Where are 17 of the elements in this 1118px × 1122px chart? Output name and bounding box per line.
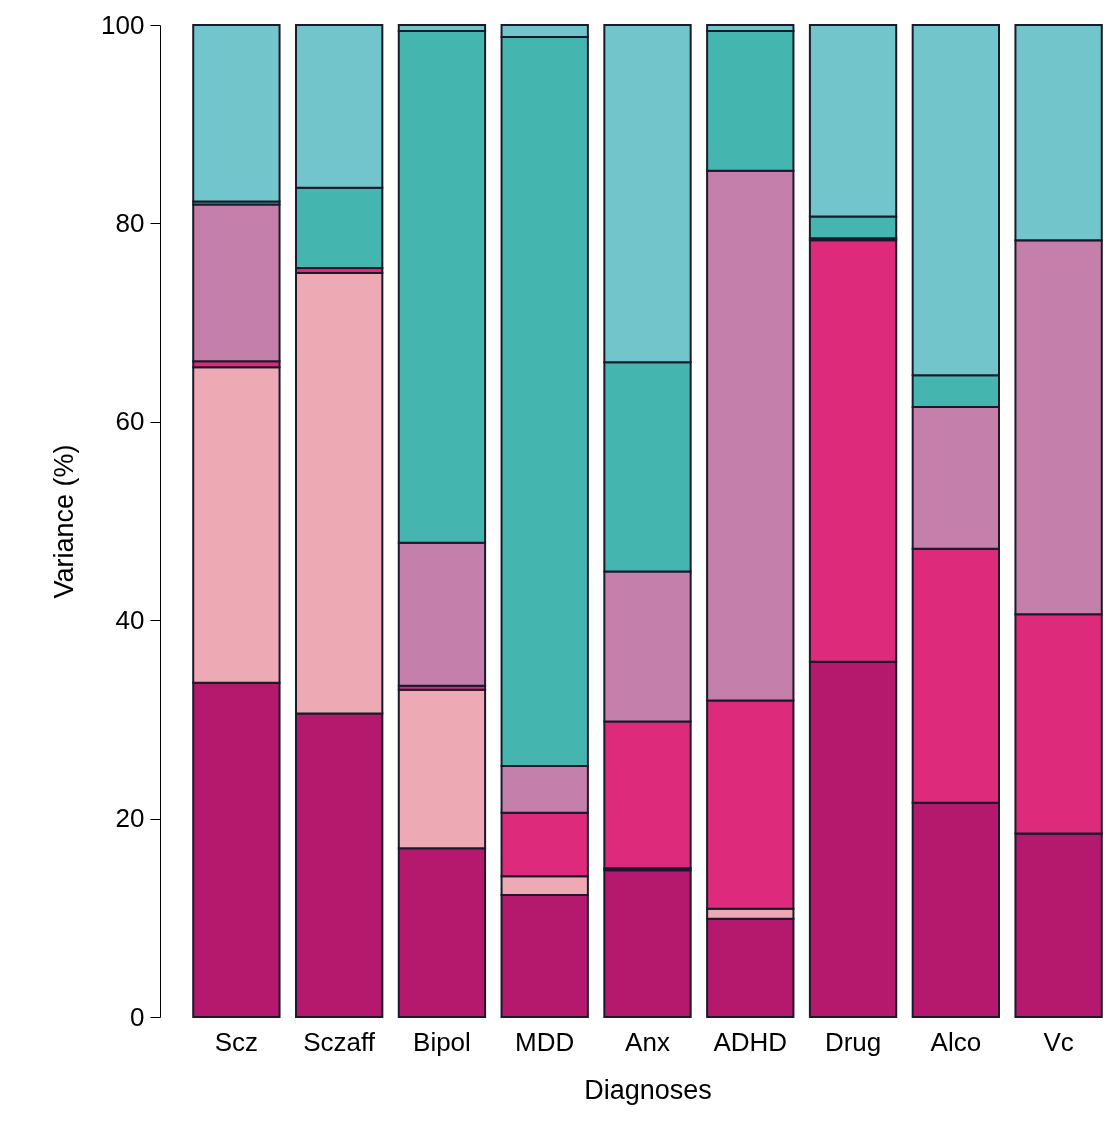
x-tick-label: Anx [625,1026,670,1057]
x-tick-label: MDD [515,1026,575,1057]
x-axis-title: Diagnoses [584,1074,712,1105]
y-tick-label: 20 [115,803,145,834]
x-tick-label: Bipol [413,1026,471,1057]
y-axis-title: Variance (%) [49,444,80,599]
x-tick-label: Scz [214,1026,259,1057]
x-tick-label: Vc [1043,1026,1074,1057]
y-tick-label: 60 [115,406,145,437]
x-tick-label: Sczaff [303,1026,376,1057]
y-tick-label: 100 [101,9,145,40]
x-tick-label: Drug [824,1026,882,1057]
y-tick-label: 80 [115,207,145,238]
x-tick-label: Alco [930,1026,982,1057]
x-tick-label: ADHD [713,1026,788,1057]
y-tick-label: 40 [115,604,145,635]
y-tick-label: 0 [130,1001,145,1032]
